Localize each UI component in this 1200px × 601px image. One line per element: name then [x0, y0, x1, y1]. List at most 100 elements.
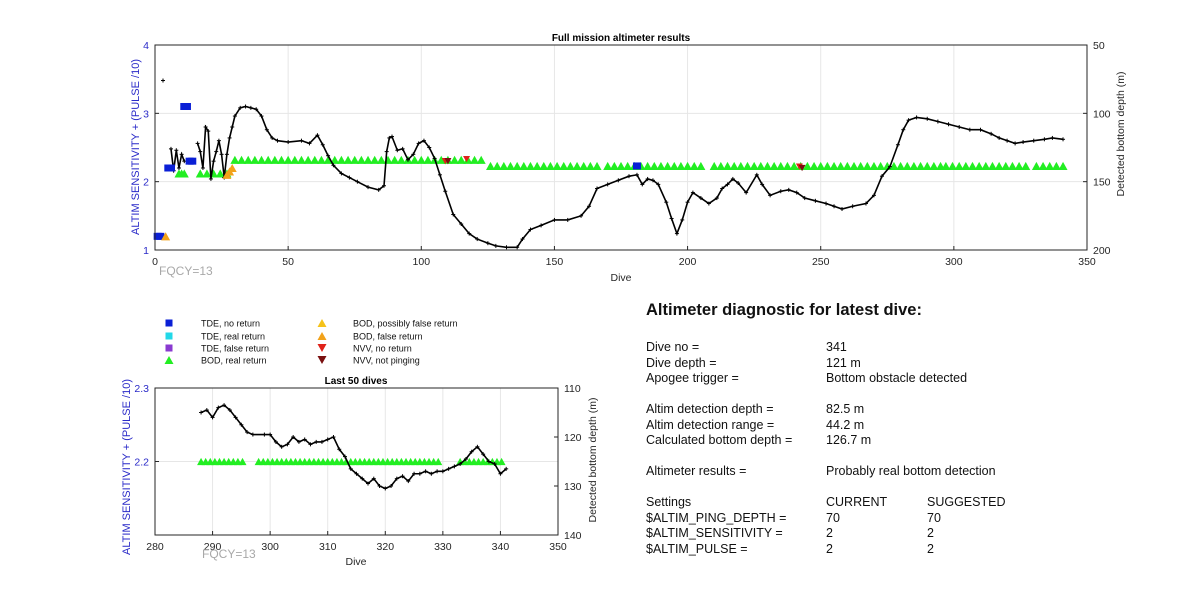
bod-real-return-marker: [499, 161, 509, 170]
bod-real-return-marker: [856, 161, 866, 170]
depth-point: [446, 466, 451, 471]
depth-point: [219, 152, 224, 157]
settings-label: Settings: [646, 495, 692, 509]
legend-triangle-icon: [317, 331, 327, 341]
bod-real-return-marker: [434, 457, 443, 466]
depth-point: [331, 163, 336, 168]
right-y-tick-label: 100: [1093, 108, 1111, 120]
x-tick-label: 100: [413, 256, 431, 268]
bod-real-return-marker: [736, 161, 746, 170]
depth-point: [685, 200, 690, 205]
bod-real-return-marker: [592, 161, 602, 170]
bod-real-return-marker: [565, 161, 575, 170]
altim-range-row: Altim detection range = 44.2 m: [646, 418, 1166, 434]
bottom-left-axis-label: ALTIM SENSITIVITY + (PULSE /10): [121, 379, 133, 555]
altim-depth-row: Altim detection depth = 82.5 m: [646, 402, 1166, 418]
bod-real-return-marker: [456, 155, 466, 164]
bod-real-return-marker: [263, 155, 273, 164]
depth-point: [498, 471, 503, 476]
bod-real-return-marker: [270, 155, 280, 164]
depth-point: [469, 449, 474, 454]
depth-point: [268, 432, 273, 437]
depth-point: [475, 444, 480, 449]
tde-no-returnmarker: [156, 232, 165, 240]
legend-triangle-icon: [317, 343, 327, 353]
bod-real-return-marker: [552, 161, 562, 170]
depth-point: [412, 471, 417, 476]
depth-point: [286, 140, 291, 145]
bod-real-return-marker: [849, 161, 859, 170]
x-tick-label: 350: [1078, 256, 1096, 268]
bod-real-return-marker: [994, 161, 1004, 170]
depth-point: [342, 454, 347, 459]
bod-real-return-marker: [237, 155, 247, 164]
bod-real-return-marker: [238, 457, 247, 466]
depth-point: [245, 430, 250, 435]
depth-point: [319, 439, 324, 444]
bod-real-return-marker: [689, 161, 699, 170]
depth-point: [714, 196, 719, 201]
depth-point: [778, 189, 783, 194]
depth-point: [824, 201, 829, 206]
legend-triangle-icon: [317, 355, 327, 365]
bod-real-return-marker: [303, 155, 313, 164]
legend-label: TDE, no return: [201, 319, 260, 329]
bod-real-return-marker: [836, 161, 846, 170]
legend-label: BOD, false return: [353, 332, 423, 342]
legend-item: NVV, no return: [317, 343, 412, 354]
depth-point: [198, 149, 203, 154]
bod-real-return-marker: [330, 155, 340, 164]
depth-point: [925, 116, 930, 121]
legend-item: BOD, possibly false return: [317, 318, 458, 329]
legend-label: BOD, possibly false return: [353, 319, 458, 329]
depth-point: [957, 125, 962, 129]
top-left-axis-label: ALTIM SENSITIVITY + (PULSE /10): [130, 59, 142, 235]
depth-point: [451, 212, 456, 217]
depth-point: [200, 166, 205, 170]
altim-range-label: Altim detection range =: [646, 417, 775, 432]
right-y-tick-label: 140: [564, 530, 582, 542]
bod-real-return-marker: [1007, 161, 1017, 170]
nvv-not-pingingmarker: [444, 158, 452, 165]
depth-point: [850, 204, 855, 209]
depth-point: [400, 146, 405, 151]
depth-point: [382, 183, 387, 188]
depth-point: [302, 437, 307, 442]
x-tick-label: 0: [152, 256, 158, 268]
depth-point: [706, 201, 711, 206]
depth-point: [802, 196, 807, 201]
bod-real-return-marker: [505, 161, 515, 170]
x-tick-label: 150: [546, 256, 564, 268]
tde-no-returnmarker: [632, 162, 641, 170]
depth-point: [224, 152, 229, 157]
bod-real-return-marker: [532, 161, 542, 170]
legend-label: BOD, real return: [201, 356, 267, 366]
depth-point: [299, 138, 304, 143]
bod-real-return-marker: [497, 457, 506, 466]
dive-depth-label: Dive depth =: [646, 355, 717, 370]
bod-real-return-marker: [782, 161, 792, 170]
full-mission-chart: 0 50 100 150 200 250 300 350 1 2 3 4 50 100 150 200 Ful…: [130, 33, 1127, 284]
legend-item: BOD, real return: [164, 356, 267, 366]
tde-no-returnmarker: [188, 157, 197, 165]
bod-real-return-marker: [709, 161, 719, 170]
altim-depth-label: Altim detection depth =: [646, 402, 774, 416]
bod-real-return-marker: [396, 155, 406, 164]
legend-item: TDE, false return: [165, 344, 269, 354]
bod-real-return-marker: [539, 161, 549, 170]
bod-real-return-marker: [616, 161, 626, 170]
depth-point: [384, 149, 389, 154]
right-y-tick-label: 200: [1093, 245, 1111, 257]
setting-current: 2: [826, 541, 833, 556]
depth-point: [725, 182, 730, 187]
y-tick-label: 2.2: [134, 457, 149, 469]
depth-point: [308, 442, 313, 447]
bod-real-return-marker: [512, 161, 522, 170]
legend-triangle-icon: [317, 318, 327, 328]
depth-point: [463, 457, 468, 462]
bod-real-return-marker: [669, 161, 679, 170]
bod-real-return-marker: [822, 161, 832, 170]
depth-point: [383, 486, 388, 491]
depth-point: [377, 484, 382, 488]
depth-point: [595, 186, 600, 191]
